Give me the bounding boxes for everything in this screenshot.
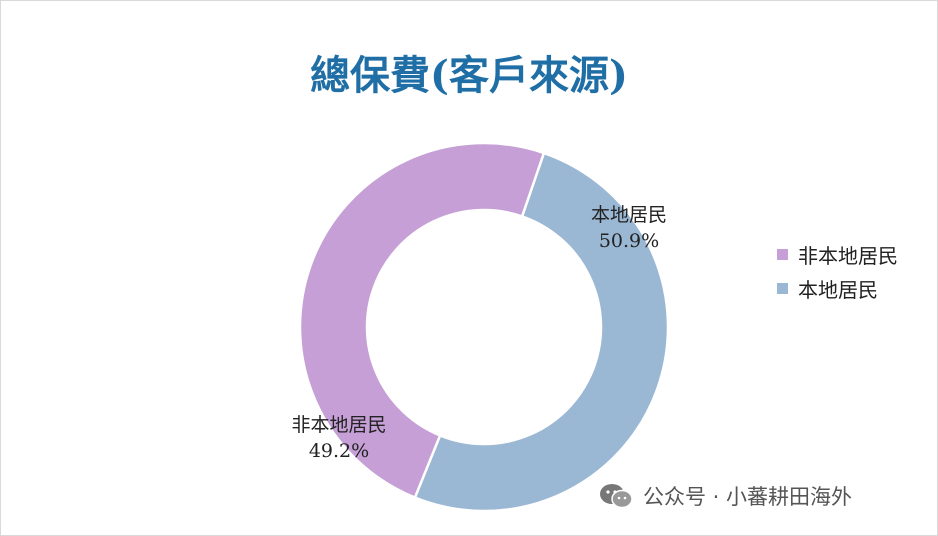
legend-label-non-local: 非本地居民 [798, 243, 898, 268]
watermark-text: 公众号 · 小蕃耕田海外 [643, 485, 853, 509]
wechat-icon [599, 483, 633, 509]
legend-swatch-local [777, 282, 788, 294]
legend-item-local: 本地居民 [777, 271, 898, 305]
legend: 非本地居民 本地居民 [777, 237, 898, 305]
legend-swatch-non-local [777, 248, 788, 260]
slice-local [413, 151, 670, 513]
data-label-local-name: 本地居民 [591, 204, 667, 226]
legend-item-non-local: 非本地居民 [777, 237, 898, 271]
data-label-non-local-name: 非本地居民 [291, 414, 386, 436]
chart-title: 總保費(客戶來源) [310, 52, 628, 99]
slice-non-local [298, 141, 546, 500]
legend-label-local: 本地居民 [798, 277, 878, 302]
data-label-non-local-value: 49.2% [309, 440, 369, 462]
data-label-local-value: 50.9% [599, 230, 659, 252]
watermark: 公众号 · 小蕃耕田海外 [599, 481, 852, 511]
